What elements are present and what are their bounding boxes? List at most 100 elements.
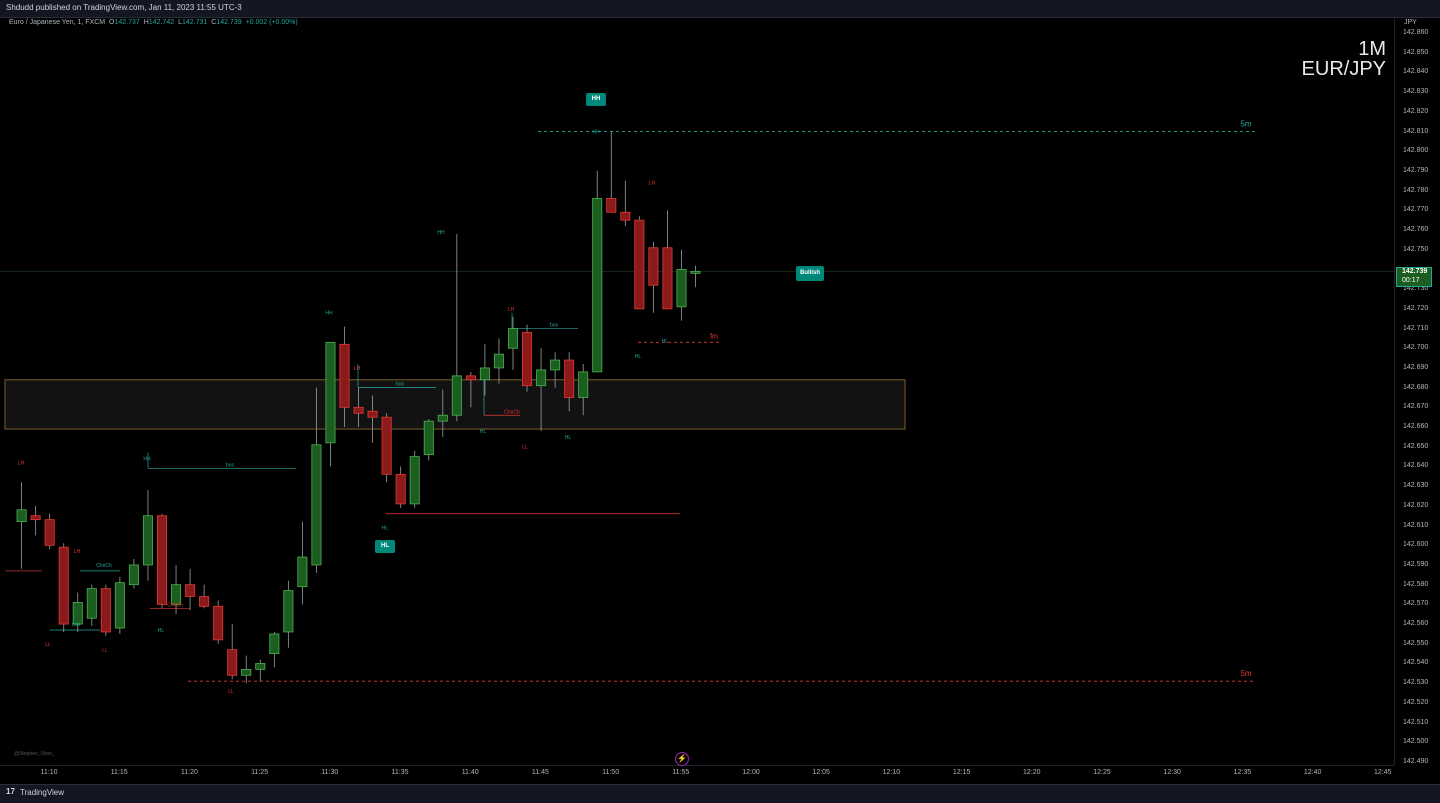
candle-body: [592, 198, 603, 373]
time-tick: 11:50: [602, 769, 620, 776]
candle-body: [367, 410, 378, 418]
price-tick: 142.630: [1403, 482, 1429, 490]
price-tick: 142.750: [1403, 245, 1429, 253]
structure-label: HH: [143, 457, 151, 463]
close-value: 142.739: [216, 19, 242, 26]
price-tick: 142.540: [1403, 659, 1429, 667]
candle-body: [381, 416, 392, 475]
symbol-name[interactable]: Euro / Japanese Yen, 1, FXCM: [9, 19, 106, 26]
candle-body: [16, 509, 27, 523]
price-tick: 142.720: [1403, 304, 1429, 312]
time-tick: 11:25: [251, 769, 269, 776]
structure-label: HH: [437, 230, 445, 236]
candle-body: [241, 668, 252, 676]
candle-body: [185, 584, 196, 597]
time-tick: 12:10: [882, 769, 901, 776]
candle-body: [634, 219, 645, 310]
candle-body: [311, 444, 322, 566]
time-tick: 11:40: [461, 769, 479, 776]
price-tick: 142.850: [1403, 48, 1429, 56]
symbol-legend[interactable]: Euro / Japanese Yen, 1, FXCM O142.737 H1…: [9, 19, 300, 26]
price-tick: 142.810: [1403, 127, 1429, 135]
bar-countdown: 00:17: [1402, 277, 1420, 284]
high-value: 142.742: [148, 19, 175, 26]
time-tick: 11:35: [391, 769, 409, 776]
open-value: 142.737: [114, 19, 140, 26]
currency-label: JPY: [1404, 19, 1417, 26]
candle-body: [676, 269, 687, 308]
price-tick: 142.650: [1403, 442, 1429, 450]
candle-body: [550, 359, 561, 371]
candle-body: [465, 375, 476, 381]
top-bar: Shdudd published on TradingView.com, Jan…: [0, 0, 1440, 18]
time-tick: 12:15: [952, 769, 971, 776]
price-tick: 142.700: [1403, 344, 1429, 352]
tradingview-brand: TradingView: [20, 788, 65, 797]
price-tick: 142.560: [1403, 620, 1429, 628]
candle-body: [269, 633, 280, 655]
price-tick: 142.660: [1403, 423, 1429, 431]
change-value: +0.002 (+0.00%): [245, 19, 298, 26]
tag-bullish: Bullish: [796, 266, 824, 281]
structure-label: HL: [565, 435, 572, 441]
structure-label: ChoCh: [504, 409, 520, 415]
price-tick: 142.680: [1403, 383, 1429, 391]
price-tick: 142.770: [1403, 206, 1429, 214]
lightning-icon[interactable]: ⚡: [675, 752, 689, 766]
price-tick: 142.620: [1403, 501, 1429, 509]
time-tick: 12:30: [1163, 769, 1181, 776]
structure-label: LL: [102, 648, 108, 654]
candle-body: [606, 198, 617, 213]
price-axis[interactable]: [1394, 18, 1440, 765]
structure-label: HH: [592, 129, 600, 135]
candle-body: [114, 582, 125, 629]
candle-body: [451, 375, 462, 416]
time-tick: 12:20: [1023, 769, 1041, 776]
publish-note: Shdudd published on TradingView.com, Jan…: [6, 3, 242, 12]
price-tick: 142.840: [1403, 68, 1429, 76]
candle-body: [100, 588, 111, 633]
watermark-timeframe: 1M: [1358, 38, 1386, 60]
price-tick: 142.590: [1403, 560, 1429, 568]
structure-label: HL: [382, 526, 389, 532]
price-tick: 142.500: [1403, 738, 1429, 746]
candle-body: [171, 584, 182, 605]
price-tick: 142.520: [1403, 698, 1429, 706]
structure-label: HL: [662, 338, 669, 344]
price-tick: 142.710: [1403, 324, 1429, 332]
time-axis[interactable]: [0, 765, 1394, 784]
candle-body: [325, 341, 336, 444]
tag-hl: HL: [375, 540, 395, 553]
candle-body: [58, 546, 69, 625]
time-tick: 11:45: [531, 769, 549, 776]
candlestick-chart[interactable]: 5m5mHHHHHHHHLHLHLHLHLHHLHLHLHLHLHLLLLLLL…: [0, 18, 1394, 765]
price-tick: 142.530: [1403, 679, 1429, 687]
close-label: C: [211, 19, 217, 26]
time-tick: 11:55: [672, 769, 690, 776]
candle-body: [353, 406, 364, 414]
tradingview-logo-icon: 17: [6, 787, 15, 796]
structure-label: bos: [396, 382, 405, 388]
time-tick: 12:40: [1303, 769, 1322, 776]
structure-label: bos: [550, 323, 559, 329]
price-tick: 142.760: [1403, 226, 1429, 234]
candle-body: [507, 328, 518, 349]
watermark-symbol: EUR/JPY: [1301, 58, 1386, 80]
candle-body: [30, 515, 41, 521]
price-tick: 142.670: [1403, 403, 1429, 411]
structure-label: LH: [354, 366, 361, 372]
candle-body: [662, 247, 673, 310]
structure-label: HH: [325, 311, 333, 317]
price-tick: 142.790: [1403, 166, 1429, 174]
structure-label: LH: [649, 181, 656, 187]
candle-body: [479, 367, 490, 381]
candle-body: [536, 369, 547, 387]
low-label: L: [178, 19, 182, 26]
candle-body: [86, 588, 97, 619]
open-label: O: [109, 19, 115, 26]
price-tick: 142.550: [1403, 639, 1429, 647]
candle-body: [72, 602, 83, 625]
candle-body: [648, 247, 659, 286]
candle-body: [44, 519, 55, 546]
price-tick: 142.800: [1403, 147, 1429, 155]
